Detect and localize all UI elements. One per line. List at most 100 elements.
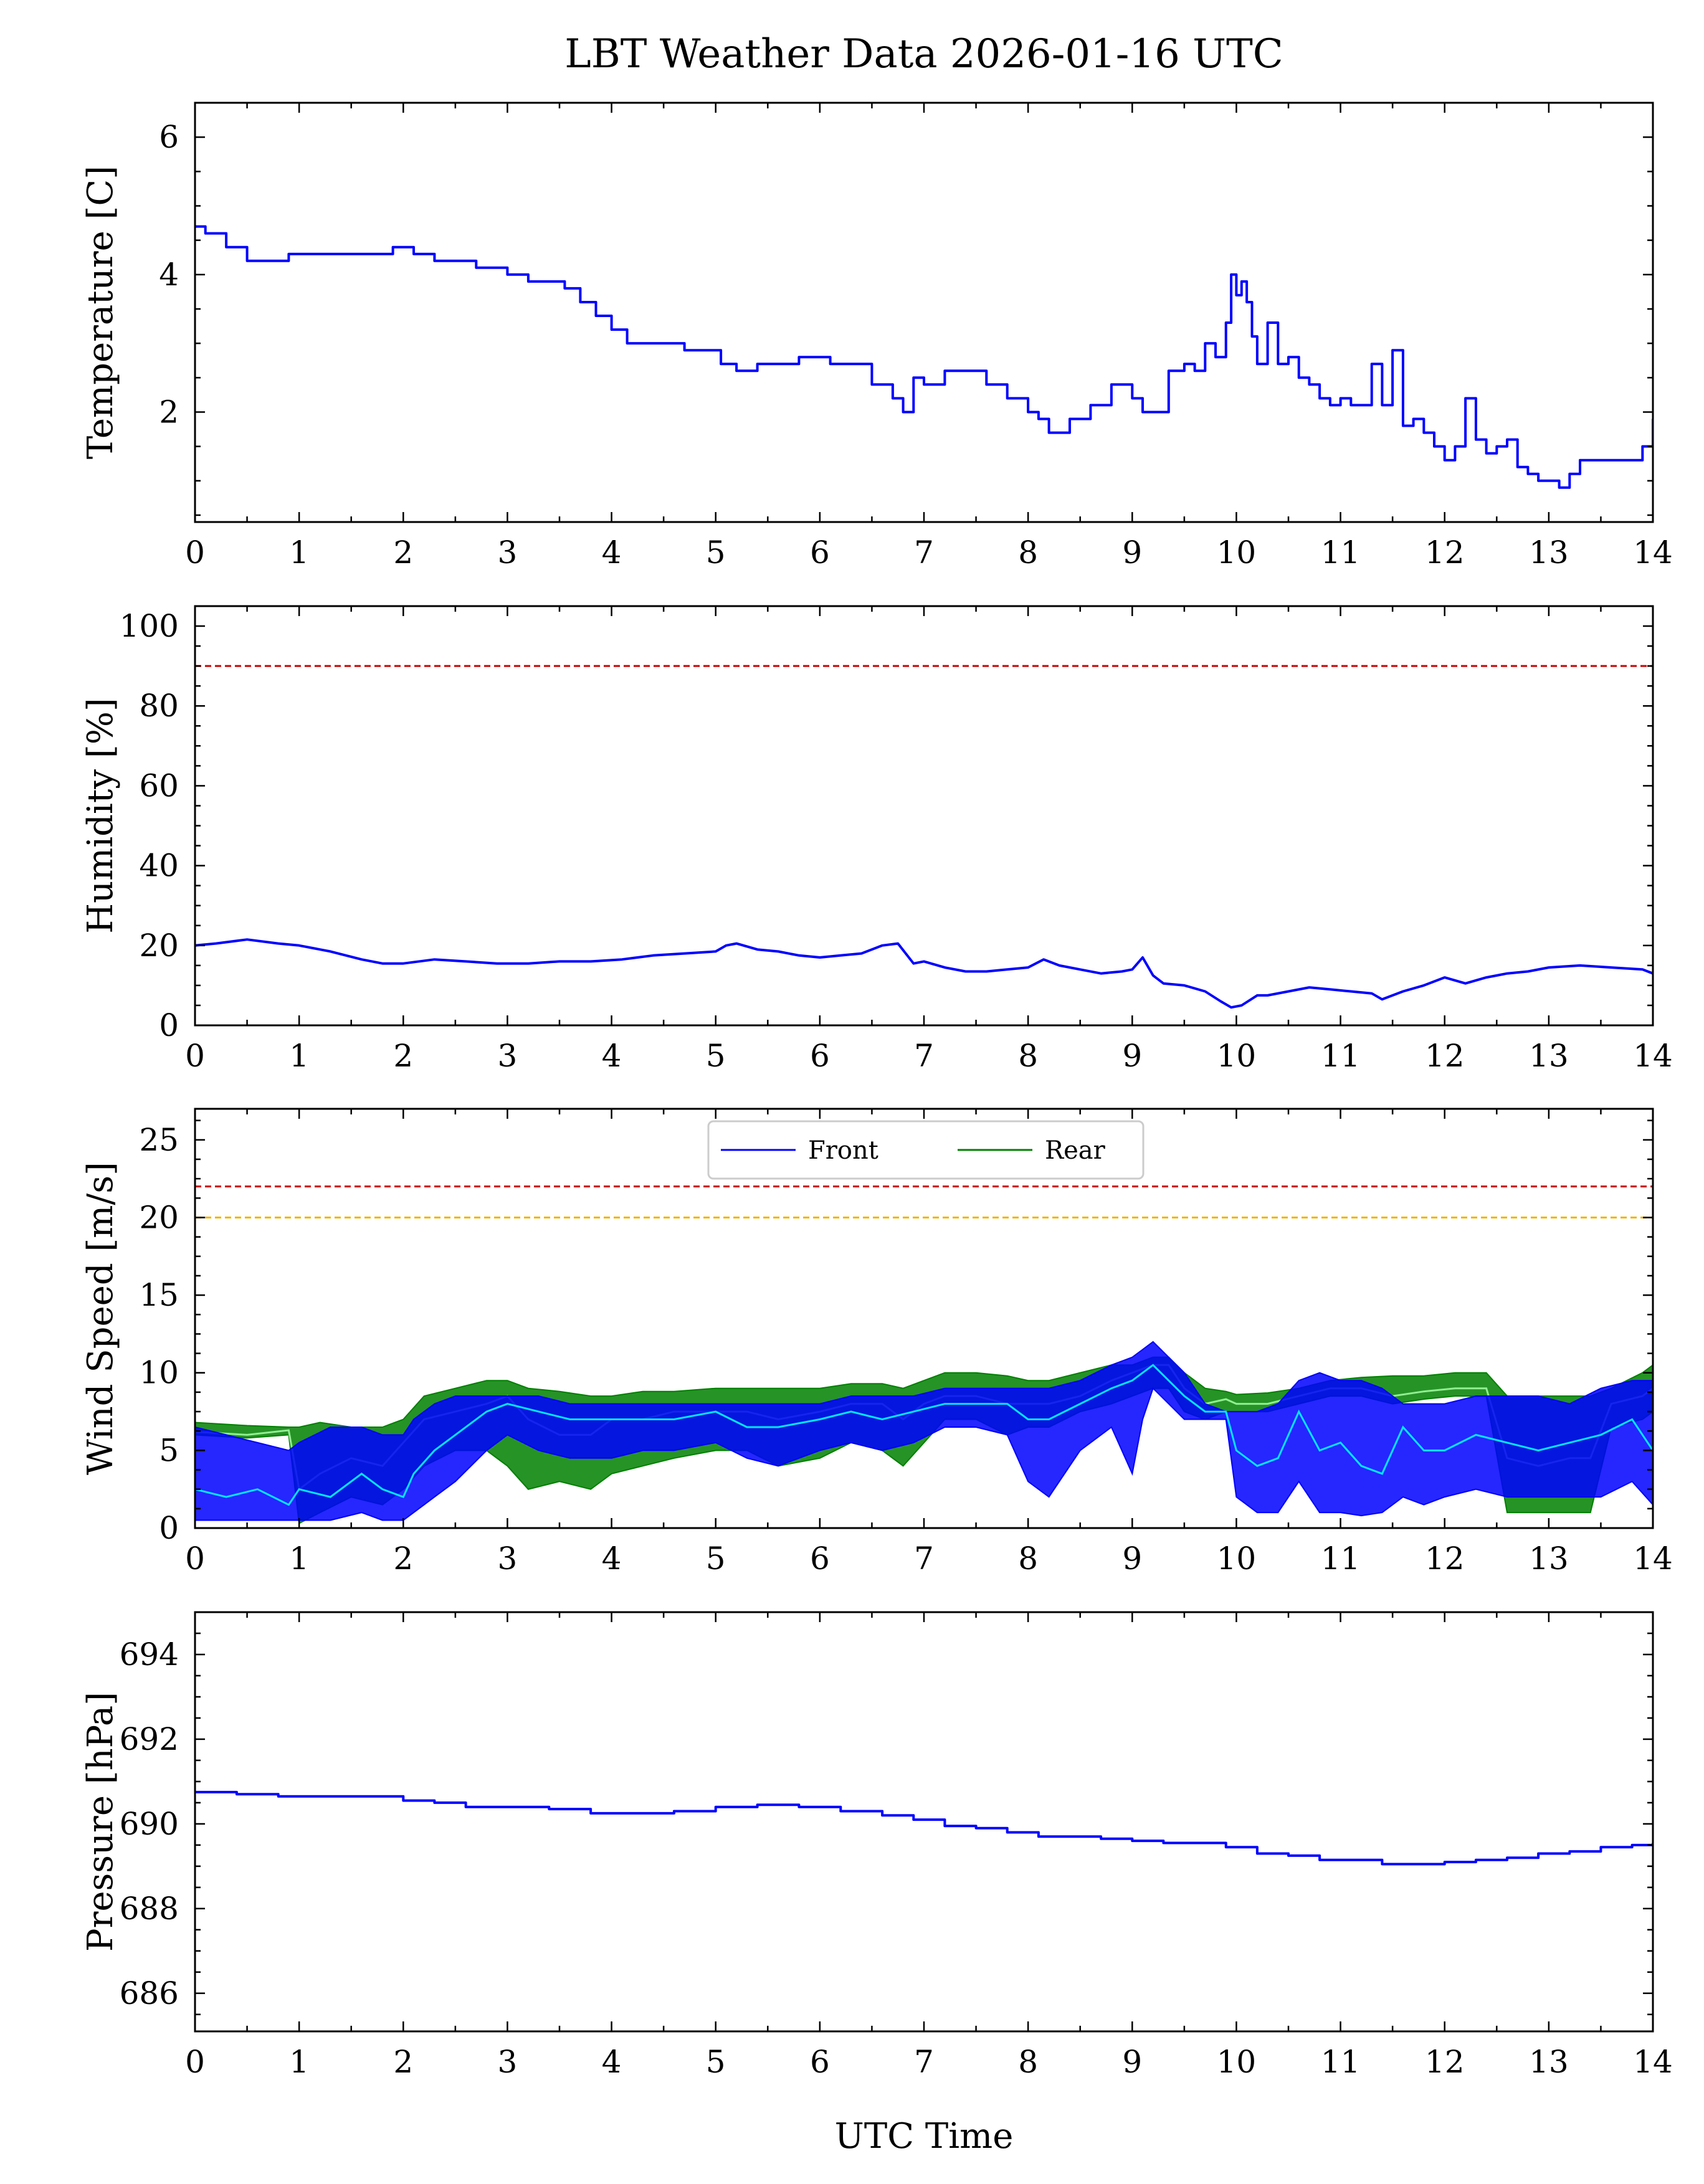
- temperature-x-tick-label: 8: [1018, 534, 1038, 571]
- wind-x-tick-label: 10: [1217, 1541, 1257, 1577]
- wind-y-tick-label: 25: [139, 1122, 179, 1158]
- temperature-x-tick-label: 7: [914, 534, 934, 571]
- temperature-temperature-series-line: [195, 225, 1653, 489]
- wind-x-tick-label: 11: [1321, 1541, 1361, 1577]
- humidity-x-tick-label: 11: [1321, 1038, 1361, 1074]
- legend-label-rear: Rear: [1045, 1136, 1106, 1165]
- humidity-panel: 0 1 2 3 4 5 6 7 8 9 10 11 12 13 14020406080100Humidity…: [80, 605, 1673, 1074]
- humidity-humidity-series-line: [195, 938, 1653, 1009]
- wind-front-series-band: [195, 1341, 1653, 1521]
- wind-x-tick-label: 0: [185, 1541, 205, 1577]
- wind-x-tick-label: 6: [810, 1541, 830, 1577]
- pressure-x-tick-label: 14: [1633, 2044, 1673, 2080]
- temperature-x-tick-label: 2: [393, 534, 413, 571]
- pressure-y-axis-label: Pressure [hPa]: [80, 1692, 121, 1952]
- humidity-x-tick-label: 3: [498, 1038, 518, 1074]
- temperature-x-tick-label: 13: [1529, 534, 1569, 571]
- humidity-x-tick-label: 14: [1633, 1038, 1673, 1074]
- wind-front-series-mean-line: [195, 1364, 1653, 1506]
- temperature-x-tick-label: 9: [1122, 534, 1142, 571]
- pressure-x-tick-label: 12: [1425, 2044, 1465, 2080]
- pressure-x-tick-label: 5: [706, 2044, 726, 2080]
- temperature-y-tick-label: 6: [159, 119, 179, 155]
- pressure-y-tick-label: 686: [120, 1975, 179, 2011]
- legend-box: [707, 1120, 1145, 1180]
- humidity-x-tick-label: 7: [914, 1038, 934, 1074]
- pressure-x-tick-label: 2: [393, 2044, 413, 2080]
- wind-y-axis-label: Wind Speed [m/s]: [80, 1162, 121, 1475]
- wind-x-tick-label: 3: [498, 1541, 518, 1577]
- humidity-plot-area: [195, 665, 1653, 1009]
- humidity-y-tick-label: 60: [139, 767, 179, 804]
- humidity-x-tick-label: 9: [1122, 1038, 1142, 1074]
- wind-x-tick-label: 12: [1425, 1541, 1465, 1577]
- wind-x-tick-label: 2: [393, 1541, 413, 1577]
- pressure-x-tick-label: 8: [1018, 2044, 1038, 2080]
- humidity-x-tick-label: 8: [1018, 1038, 1038, 1074]
- temperature-x-tick-label: 5: [706, 534, 726, 571]
- wind-x-tick-label: 7: [914, 1541, 934, 1577]
- figure-title: LBT Weather Data 2026-01-16 UTC: [564, 31, 1283, 77]
- wind-y-tick-label: 0: [159, 1510, 179, 1546]
- temperature-x-tick-label: 1: [289, 534, 309, 571]
- wind-y-tick-label: 15: [139, 1277, 179, 1313]
- humidity-x-tick-label: 6: [810, 1038, 830, 1074]
- temperature-x-tick-label: 14: [1633, 534, 1673, 571]
- pressure-pressure-series-line: [195, 1790, 1653, 1866]
- temperature-x-tick-label: 10: [1217, 534, 1257, 571]
- pressure-y-tick-label: 694: [120, 1636, 179, 1673]
- pressure-x-tick-label: 0: [185, 2044, 205, 2080]
- wind-y-tick-label: 10: [139, 1355, 179, 1391]
- wind-x-tick-label: 8: [1018, 1541, 1038, 1577]
- humidity-y-tick-label: 100: [120, 608, 179, 644]
- wind-y-tick-label: 20: [139, 1199, 179, 1235]
- pressure-y-tick-label: 692: [120, 1721, 179, 1757]
- humidity-y-tick-label: 40: [139, 848, 179, 884]
- temperature-x-tick-label: 0: [185, 534, 205, 571]
- wind-x-tick-label: 5: [706, 1541, 726, 1577]
- pressure-x-tick-label: 4: [602, 2044, 622, 2080]
- humidity-y-tick-label: 0: [159, 1007, 179, 1043]
- humidity-x-tick-label: 1: [289, 1038, 309, 1074]
- humidity-x-tick-label: 0: [185, 1038, 205, 1074]
- wind-x-tick-label: 13: [1529, 1541, 1569, 1577]
- humidity-x-tick-label: 13: [1529, 1038, 1569, 1074]
- temperature-x-tick-label: 12: [1425, 534, 1465, 571]
- wind-y-tick-label: 5: [159, 1432, 179, 1468]
- wind-x-tick-label: 9: [1122, 1541, 1142, 1577]
- humidity-y-tick-label: 20: [139, 928, 179, 964]
- legend-label-front: Front: [808, 1136, 878, 1165]
- pressure-x-tick-label: 6: [810, 2044, 830, 2080]
- temperature-x-tick-label: 6: [810, 534, 830, 571]
- temperature-x-tick-label: 4: [602, 534, 622, 571]
- wind-legend: Front Rear: [707, 1120, 1145, 1180]
- humidity-x-tick-label: 12: [1425, 1038, 1465, 1074]
- pressure-y-tick-label: 690: [120, 1806, 179, 1842]
- humidity-x-tick-label: 10: [1217, 1038, 1257, 1074]
- wind-x-tick-label: 1: [289, 1541, 309, 1577]
- pressure-y-tick-label: 688: [120, 1891, 179, 1927]
- temperature-y-axis-label: Temperature [C]: [80, 166, 121, 459]
- wind-plot-area: [195, 1185, 1653, 1525]
- pressure-plot-area: [195, 1790, 1653, 1866]
- humidity-y-axis-label: Humidity [%]: [80, 698, 121, 934]
- wind-x-tick-label: 14: [1633, 1541, 1673, 1577]
- pressure-x-tick-label: 7: [914, 2044, 934, 2080]
- temperature-plot-area: [195, 225, 1653, 489]
- temperature-x-tick-label: 3: [498, 534, 518, 571]
- temperature-y-tick-label: 2: [159, 394, 179, 430]
- pressure-x-tick-label: 1: [289, 2044, 309, 2080]
- temperature-y-tick-label: 4: [159, 257, 179, 293]
- x-axis-label: UTC Time: [835, 2116, 1014, 2157]
- pressure-panel: 0 1 2 3 4 5 6 7 8 9 10 11 12 13 14686688690692694Press…: [80, 1611, 1673, 2080]
- humidity-x-tick-label: 5: [706, 1038, 726, 1074]
- pressure-x-tick-label: 11: [1321, 2044, 1361, 2080]
- humidity-x-tick-label: 4: [602, 1038, 622, 1074]
- temperature-x-tick-label: 11: [1321, 534, 1361, 571]
- pressure-x-tick-label: 9: [1122, 2044, 1142, 2080]
